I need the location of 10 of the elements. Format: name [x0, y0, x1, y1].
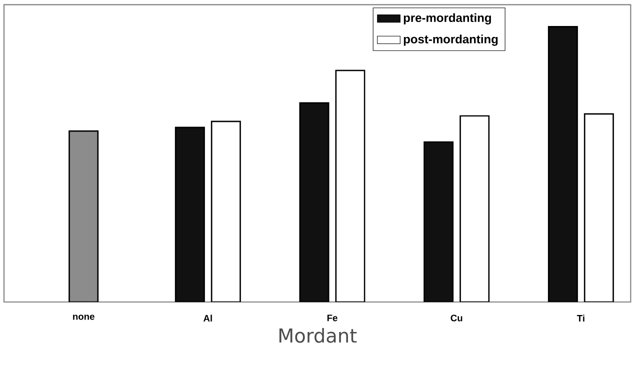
x-tick-label: Fe — [327, 314, 338, 322]
bar — [548, 26, 578, 302]
x-tick-label: Al — [203, 314, 212, 322]
bar — [460, 115, 490, 302]
x-axis-title: Mordant — [279, 328, 357, 343]
x-tick-label: Cu — [450, 314, 462, 322]
legend-label: pre-mordanting — [404, 13, 491, 24]
x-tick-label: none — [73, 314, 94, 320]
x-tick-label: Ti — [576, 314, 584, 322]
legend-label: post-mordanting — [404, 34, 498, 46]
